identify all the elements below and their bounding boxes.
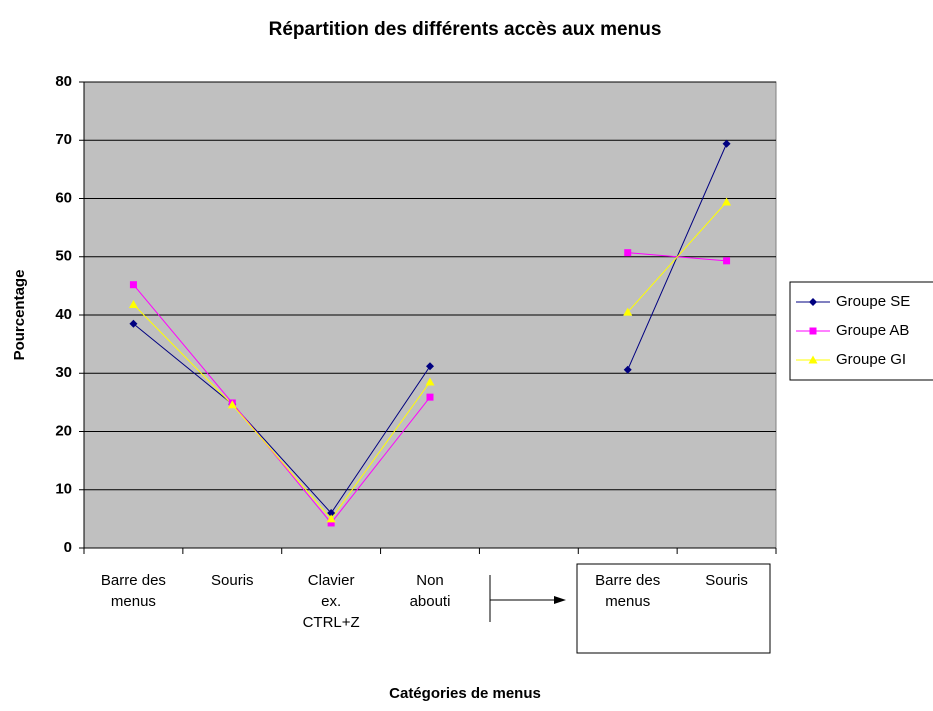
marker: [722, 197, 732, 206]
x-tick-label: Barre des menus: [100, 572, 166, 610]
marker: [723, 257, 731, 265]
marker: [327, 519, 335, 527]
marker: [128, 300, 138, 309]
legend-label: Groupe AB: [836, 322, 909, 339]
group-box: [576, 563, 771, 654]
x-tick-label: Non abouti: [409, 572, 451, 610]
arrow-head: [554, 596, 566, 604]
x-tick-label: Souris: [211, 572, 254, 589]
marker: [624, 249, 632, 257]
marker: [426, 362, 434, 371]
marker: [809, 298, 817, 306]
marker: [129, 281, 137, 289]
y-tick-label: 20: [55, 422, 72, 439]
marker: [426, 393, 434, 401]
x-tick-label: Souris: [705, 572, 748, 589]
marker: [808, 355, 818, 364]
series-line: [133, 201, 727, 520]
marker: [623, 307, 633, 316]
y-tick-label: 70: [55, 131, 72, 148]
y-tick-label: 80: [55, 73, 72, 90]
y-tick-label: 30: [55, 364, 72, 381]
chart-title: Répartition des différents accès aux men…: [269, 19, 662, 40]
marker: [623, 365, 632, 374]
y-tick-label: 10: [55, 481, 72, 498]
y-tick-label: 40: [55, 306, 72, 323]
x-tick-label: Barre des menus: [595, 572, 661, 610]
y-tick-label: 60: [55, 189, 72, 206]
x-tick-label: Clavier ex. CTRL+Z: [302, 572, 360, 631]
y-axis-label: Pourcentage: [11, 270, 28, 361]
legend-label: Groupe SE: [836, 293, 910, 310]
y-tick-label: 50: [55, 248, 72, 265]
marker: [327, 509, 336, 518]
x-axis-label: Catégories de menus: [389, 685, 541, 702]
legend-label: Groupe GI: [836, 351, 906, 368]
marker: [809, 327, 817, 335]
marker: [722, 139, 731, 148]
y-tick-label: 0: [64, 539, 72, 556]
marker: [425, 377, 435, 386]
marker: [326, 514, 336, 523]
marker: [227, 400, 237, 409]
marker: [129, 319, 138, 328]
